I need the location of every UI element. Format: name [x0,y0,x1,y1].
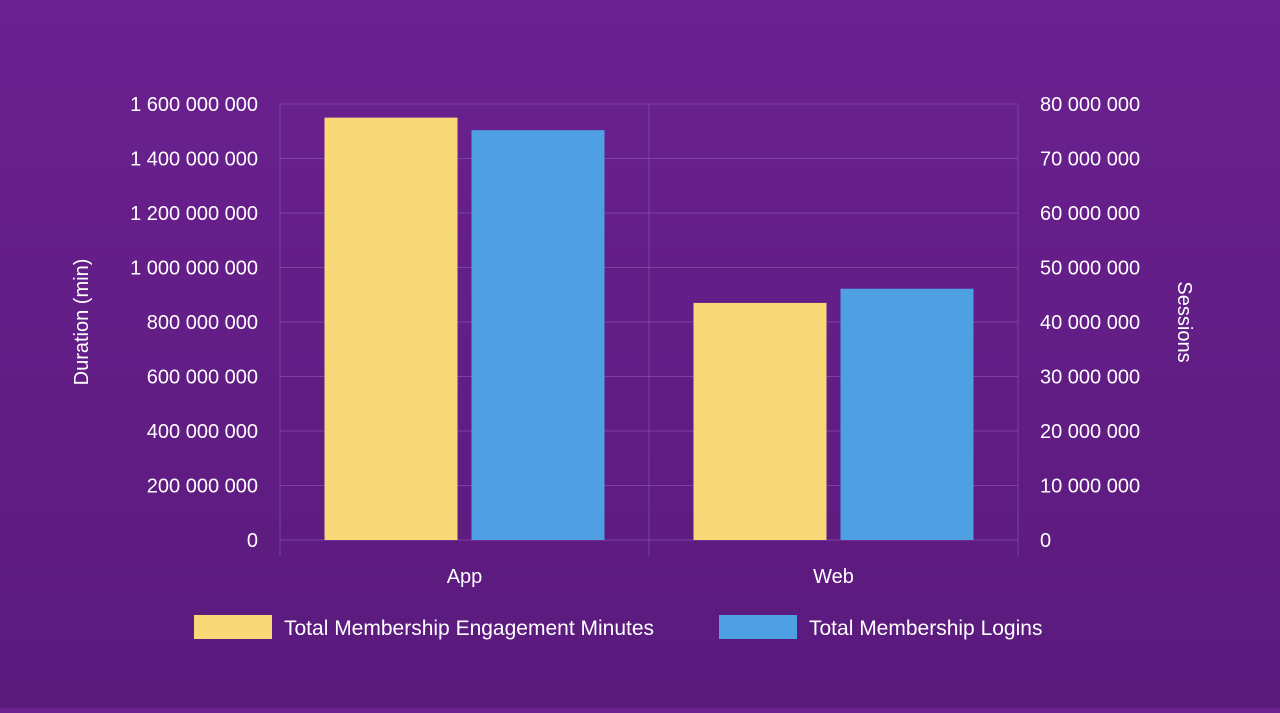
legend-label: Total Membership Logins [809,617,1042,640]
legend-item[interactable]: Total Membership Logins [719,615,1042,640]
bars-layer [324,117,974,540]
left-tick-label: 0 [247,530,258,552]
right-tick-label: 20 000 000 [1040,421,1140,443]
right-tick-label: 80 000 000 [1040,94,1140,116]
left-tick-label: 1 600 000 000 [130,94,258,116]
left-tick-label: 1 000 000 000 [130,258,258,280]
right-tick-label: 60 000 000 [1040,203,1140,225]
right-tick-label: 0 [1040,530,1051,552]
right-tick-label: 40 000 000 [1040,312,1140,334]
right-axis-ticks: 0 10 000 000 20 000 000 30 000 000 40 000 00… [1040,94,1140,552]
bar-logins-web[interactable] [840,288,974,540]
bar-engagement-minutes-app[interactable] [324,117,458,540]
legend-swatch [719,615,797,639]
bar-engagement-minutes-web[interactable] [693,302,827,540]
category-label: Web [813,566,854,588]
left-tick-label: 1 400 000 000 [130,149,258,171]
left-tick-label: 400 000 000 [147,421,258,443]
right-tick-label: 30 000 000 [1040,367,1140,389]
right-axis-title: Sessions [1173,281,1195,362]
category-label: App [447,566,483,588]
left-axis-ticks: 0 200 000 000 400 000 000 600 000 000 800 00… [130,94,258,552]
left-tick-label: 200 000 000 [147,476,258,498]
right-tick-label: 70 000 000 [1040,149,1140,171]
right-tick-label: 10 000 000 [1040,476,1140,498]
legend-swatch [194,615,272,639]
left-axis-title: Duration (min) [71,259,93,386]
legend-item[interactable]: Total Membership Engagement Minutes [194,615,654,640]
left-tick-label: 1 200 000 000 [130,203,258,225]
legend-label: Total Membership Engagement Minutes [284,617,654,640]
category-labels: App Web [447,566,854,588]
legend: Total Membership Engagement Minutes Total… [194,615,1042,640]
right-tick-label: 50 000 000 [1040,258,1140,280]
left-tick-label: 800 000 000 [147,312,258,334]
bar-logins-app[interactable] [471,130,605,540]
left-tick-label: 600 000 000 [147,367,258,389]
